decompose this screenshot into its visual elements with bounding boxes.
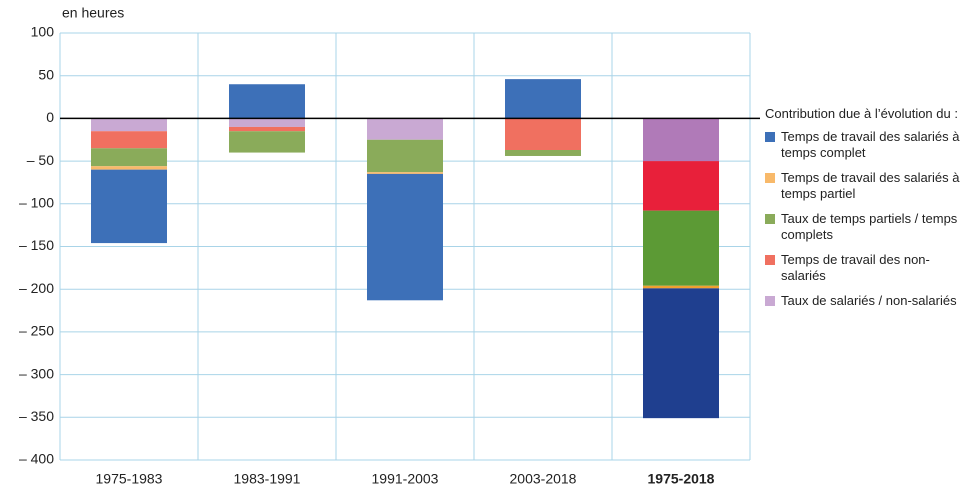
bar-segment [367,139,443,173]
bar-segment [91,118,167,132]
y-tick-label: – 300 [19,365,54,381]
bar-segment [229,131,305,153]
chart: en heures – 400 – 350 – 300 – 250 – 200 – 150… [19,5,760,487]
legend-item: Temps de travail des salariés à temps co… [765,129,970,161]
bar-segment [367,172,443,174]
legend-label: Temps de travail des non-salariés [781,252,930,283]
legend-item: Taux de salariés / non-salariés [765,293,970,309]
y-tick-label: – 250 [19,323,54,339]
bar-segment [643,161,719,211]
y-tick-label: – 200 [19,280,54,296]
legend-item: Temps de travail des salariés à temps pa… [765,170,970,202]
y-tick-label: – 100 [19,195,54,211]
y-axis-label: en heures [62,5,124,21]
bar-segment [505,118,581,150]
bar-segment [91,169,167,244]
bar-segment [643,288,719,419]
bar-segment [367,118,443,140]
bar-segment [505,149,581,156]
x-tick-label: 2003-2018 [510,471,577,487]
x-tick-label: 1991-2003 [372,471,439,487]
y-tick-label: 0 [46,109,54,125]
legend-swatch [765,296,775,306]
bar-segment [643,118,719,162]
bar-segment [643,285,719,289]
y-tick-label: – 400 [19,451,54,467]
legend-item: Taux de temps partiels / temps complets [765,211,970,243]
legend-swatch [765,255,775,265]
y-tick-label: – 350 [19,408,54,424]
x-tick-label: 1975-2018 [648,471,715,487]
bar-segment [367,173,443,301]
legend-swatch [765,132,775,142]
bar-segment [91,148,167,167]
legend-label: Taux de salariés / non-salariés [781,293,957,308]
legend-label: Taux de temps partiels / temps complets [781,211,958,242]
x-tick-label: 1983-1991 [234,471,301,487]
y-tick-label: – 50 [27,152,54,168]
y-tick-label: – 150 [19,237,54,253]
legend: Contribution due à l’évolution du : Temp… [765,106,970,318]
bar-segment [643,210,719,286]
legend-item: Temps de travail des non-salariés [765,252,970,284]
legend-label: Temps de travail des salariés à temps co… [781,129,960,160]
bar-segment [229,118,305,127]
bar-segment [91,131,167,149]
bar-segment [229,126,305,132]
legend-label: Temps de travail des salariés à temps pa… [781,170,960,201]
bar-segment [505,79,581,119]
y-tick-label: 50 [38,66,54,82]
y-tick-label: 100 [31,24,55,40]
legend-title: Contribution due à l’évolution du : [765,106,958,121]
x-tick-label: 1975-1983 [96,471,163,487]
bar-segment [229,84,305,119]
legend-swatch [765,214,775,224]
bar-segment [91,166,167,170]
legend-swatch [765,173,775,183]
